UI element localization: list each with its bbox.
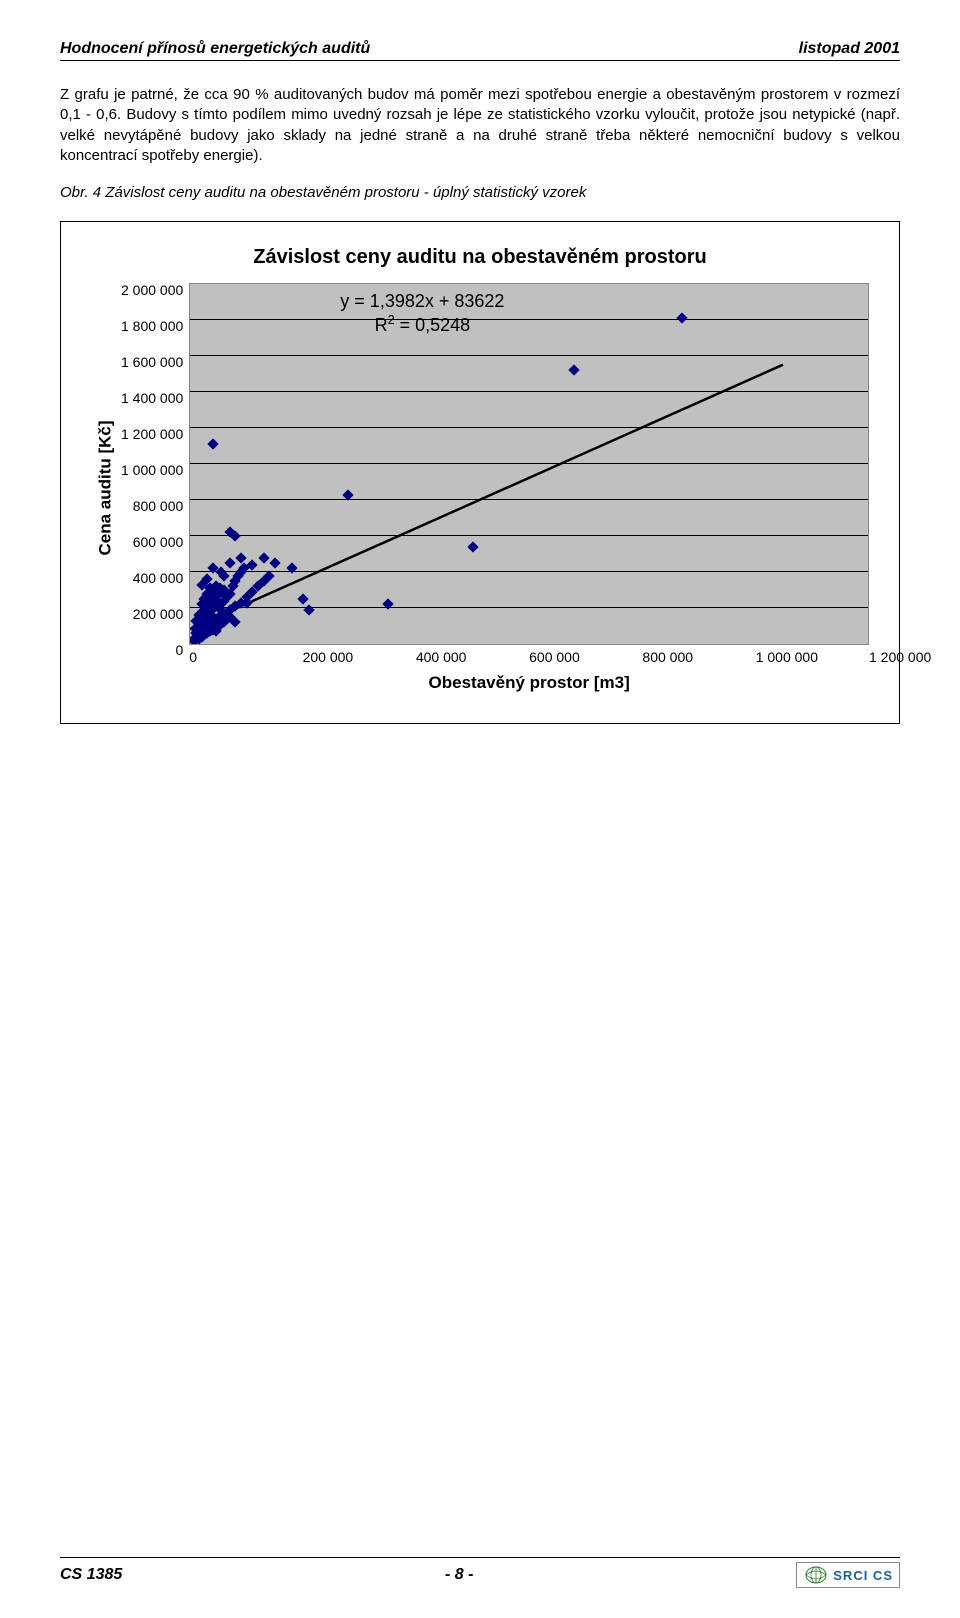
page: Hodnocení přínosů energetických auditů l… (0, 0, 960, 1618)
y-tick-column: 0200 000400 000600 000800 0001 000 0001 … (121, 283, 189, 643)
gridline (190, 463, 868, 464)
header-title: Hodnocení přínosů energetických auditů (60, 40, 370, 58)
body-paragraph-1: Z grafu je patrné, že cca 90 % auditovan… (60, 85, 900, 166)
footer-doc-id: CS 1385 (60, 1566, 122, 1584)
page-footer: CS 1385 - 8 - SRCI CS (60, 1557, 900, 1588)
footer-logo: SRCI CS (796, 1562, 900, 1588)
x-axis-label: Obestavěný prostor [m3] (189, 673, 869, 693)
plot-area-wrap: y = 1,3982x + 83622 R2 = 0,5248 0200 000… (189, 283, 869, 693)
footer-logo-text: SRCI CS (833, 1568, 893, 1583)
gridline (190, 391, 868, 392)
plot-row: 0200 000400 000600 000800 0001 000 0001 … (121, 283, 869, 693)
chart-title: Závislost ceny auditu na obestavěném pro… (91, 246, 869, 269)
chart-body: Cena auditu [Kč] 0200 000400 000600 0008… (91, 283, 869, 693)
x-tick-row: 0200 000400 000600 000800 0001 000 0001 … (189, 649, 869, 665)
globe-icon (803, 1565, 829, 1585)
gridline (190, 283, 868, 284)
plot-area: y = 1,3982x + 83622 R2 = 0,5248 (189, 283, 869, 645)
page-header: Hodnocení přínosů energetických auditů l… (60, 40, 900, 61)
gridline (190, 499, 868, 500)
gridline (190, 355, 868, 356)
gridline (190, 535, 868, 536)
y-axis-label-wrap: Cena auditu [Kč] (91, 283, 121, 693)
trendline (190, 365, 783, 629)
gridline (190, 319, 868, 320)
figure-caption: Obr. 4 Závislost ceny auditu na obestavě… (60, 184, 900, 201)
gridline (190, 427, 868, 428)
footer-page-number: - 8 - (122, 1566, 796, 1584)
trendline-svg (190, 284, 868, 644)
gridline (190, 607, 868, 608)
header-date: listopad 2001 (799, 40, 900, 58)
y-axis-label: Cena auditu [Kč] (96, 420, 116, 555)
plot-column: 0200 000400 000600 000800 0001 000 0001 … (121, 283, 869, 693)
chart-frame: Závislost ceny auditu na obestavěném pro… (60, 221, 900, 724)
